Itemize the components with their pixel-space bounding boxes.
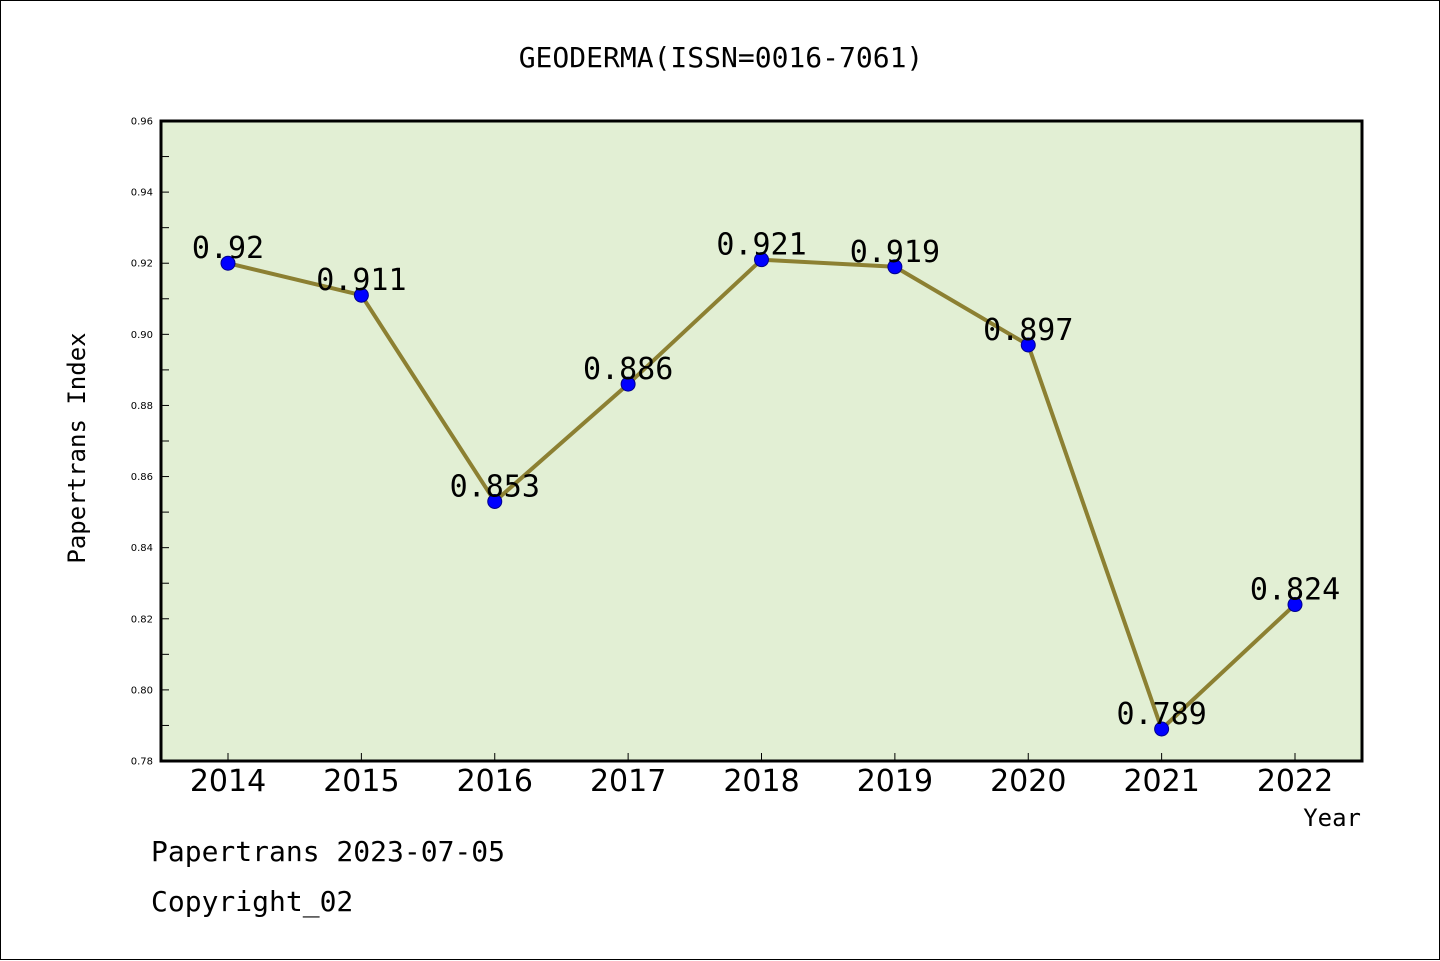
x-tick-label: 2016 xyxy=(457,764,533,799)
data-label: 0.897 xyxy=(983,313,1073,348)
y-tick-label: 0.86 xyxy=(131,472,153,483)
x-tick-label: 2015 xyxy=(323,764,399,799)
x-tick-label: 2020 xyxy=(990,764,1066,799)
y-tick-label: 0.92 xyxy=(131,259,153,270)
y-tick-label: 0.88 xyxy=(131,401,153,412)
y-tick-label: 0.94 xyxy=(131,188,153,199)
y-tick-label: 0.96 xyxy=(131,117,153,128)
y-tick-label: 0.80 xyxy=(131,685,153,696)
footer-copyright: Copyright_02 xyxy=(151,885,354,918)
chart-title: GEODERMA(ISSN=0016-7061) xyxy=(519,41,924,74)
data-label: 0.911 xyxy=(316,263,406,298)
x-tick-label: 2021 xyxy=(1123,764,1199,799)
y-tick-label: 0.82 xyxy=(131,614,153,625)
data-label: 0.921 xyxy=(716,228,806,263)
data-labels: 0.92 0.911 0.853 0.886 0.921 0.919 0.897 0.789 0… xyxy=(192,228,1340,732)
plot-border xyxy=(159,119,1364,763)
x-tick-label: 2017 xyxy=(590,764,666,799)
data-point xyxy=(220,255,236,271)
data-label: 0.824 xyxy=(1250,573,1340,608)
data-point xyxy=(754,252,769,268)
y-axis-ticks: 0.78 0.80 0.82 0.84 0.86 0.88 0.90 0.92 0.94 0.96 xyxy=(131,117,169,768)
data-point xyxy=(1287,597,1303,613)
data-label: 0.92 xyxy=(192,231,264,266)
x-axis-ticks: 2014 2015 2016 2017 2018 2019 2020 2021 2022 xyxy=(190,753,1333,799)
x-axis-label: Year xyxy=(1303,804,1361,832)
y-tick-label: 0.78 xyxy=(131,757,153,768)
y-tick-label: 0.90 xyxy=(131,330,153,341)
plot-area xyxy=(161,121,1362,761)
data-point xyxy=(1020,337,1036,353)
x-tick-label: 2019 xyxy=(857,764,933,799)
x-tick-label: 2022 xyxy=(1257,764,1333,799)
y-tick-label: 0.84 xyxy=(131,543,153,554)
y-axis-label: Papertrans Index xyxy=(63,332,91,563)
footer-date: Papertrans 2023-07-05 xyxy=(151,835,506,868)
data-point xyxy=(620,376,636,392)
data-label: 0.886 xyxy=(583,352,673,387)
data-markers xyxy=(220,252,1303,737)
data-label: 0.919 xyxy=(850,235,940,270)
data-point xyxy=(1154,721,1170,737)
x-tick-label: 2018 xyxy=(723,764,799,799)
data-point xyxy=(487,493,503,509)
data-label: 0.853 xyxy=(450,469,540,504)
data-point xyxy=(887,259,903,275)
data-point xyxy=(353,287,369,303)
x-tick-label: 2014 xyxy=(190,764,266,799)
data-label: 0.789 xyxy=(1116,697,1206,732)
